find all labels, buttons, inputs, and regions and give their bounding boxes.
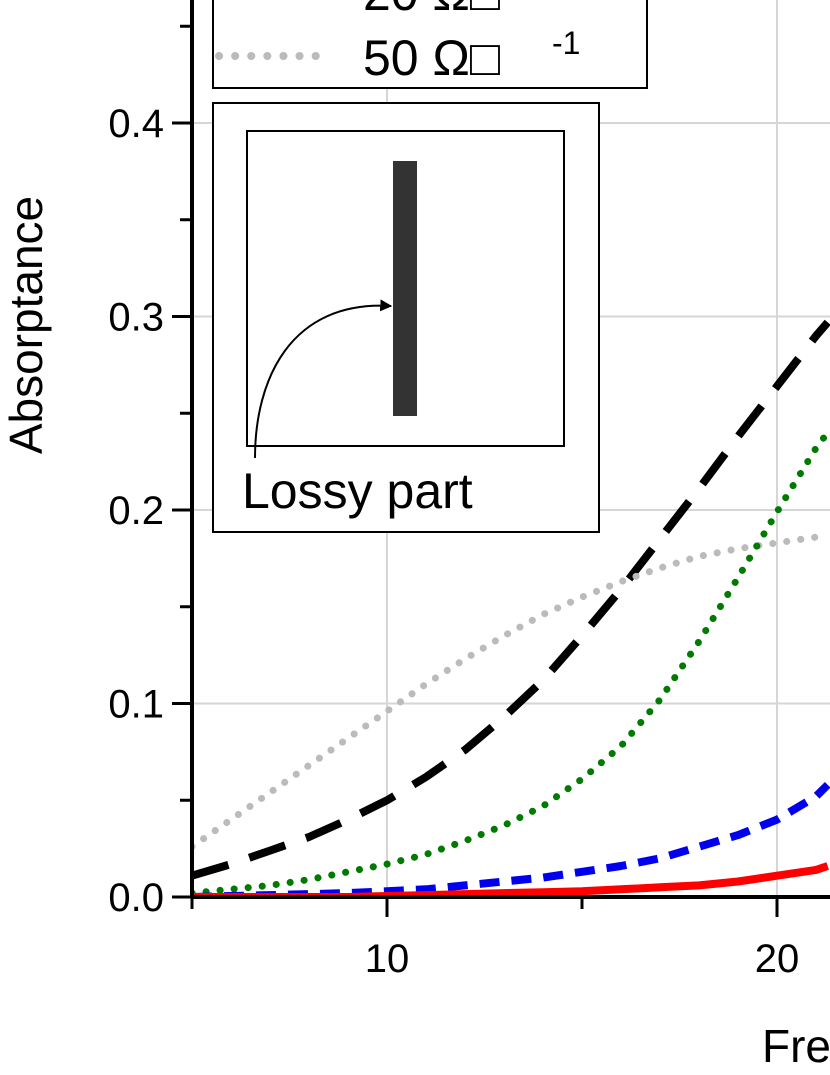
series-layer <box>192 319 830 897</box>
lossy-part-bar <box>393 161 417 416</box>
inset-label: Lossy part <box>242 463 473 519</box>
legend-entry-2-label: 50 Ω□ <box>363 30 501 86</box>
y-tick-label: 0.1 <box>108 683 164 727</box>
inset-diagram: Lossy part <box>212 102 600 533</box>
series-line-2 <box>192 429 830 897</box>
ticks: 0.0 0.1 0.2 0.3 0.4 10 20 <box>108 24 800 981</box>
y-tick-label: 0.0 <box>108 876 164 920</box>
series-line-4 <box>192 862 829 897</box>
legend: 20 Ω□ -1 50 Ω□ -1 <box>212 0 648 89</box>
y-axis-title: Absorptance <box>0 196 52 454</box>
series-line-0 <box>192 319 830 880</box>
inset-arrow <box>254 299 393 459</box>
y-tick-label: 0.2 <box>108 489 164 533</box>
legend-entry-2: 50 Ω□ -1 <box>215 25 580 86</box>
x-axis-title: Fre <box>762 1020 830 1072</box>
legend-entry-2-sup: -1 <box>552 25 580 61</box>
y-tick-label: 0.4 <box>108 102 164 146</box>
legend-box <box>212 0 648 89</box>
legend-entry-1-label: 20 Ω□ <box>363 0 501 21</box>
y-tick-label: 0.3 <box>108 296 164 340</box>
x-tick-label: 20 <box>755 937 800 981</box>
x-tick-label: 10 <box>365 937 410 981</box>
series-line-1 <box>192 531 830 851</box>
legend-entry-1: 20 Ω□ -1 <box>363 0 501 21</box>
